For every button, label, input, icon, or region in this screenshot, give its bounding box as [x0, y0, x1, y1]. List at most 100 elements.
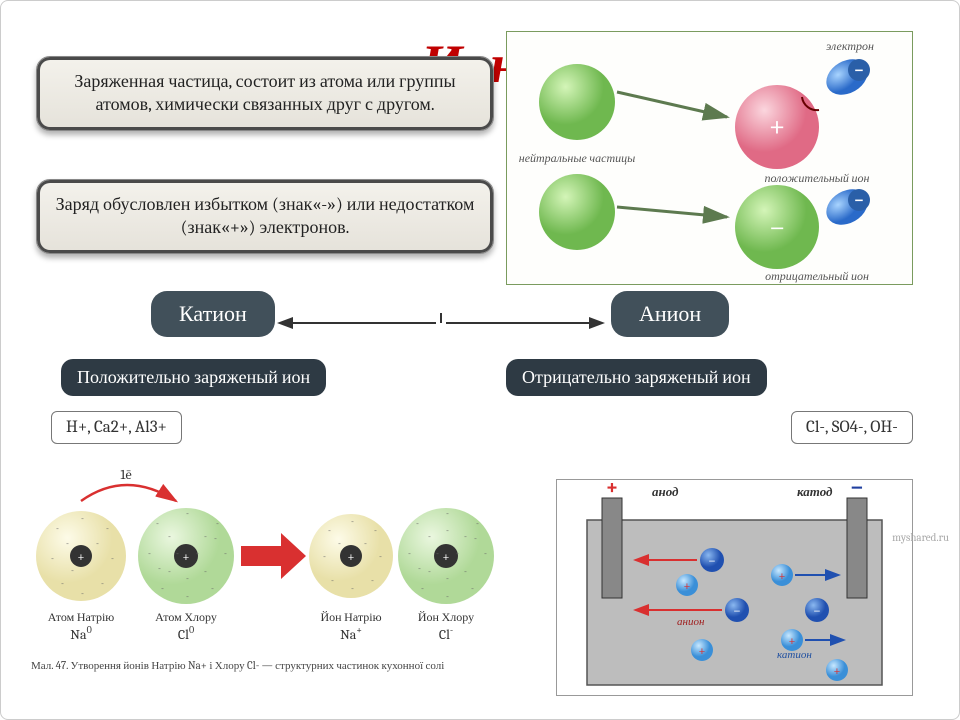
- svg-text:-: -: [456, 549, 459, 559]
- cation-examples: H+, Ca2+, Al3+: [51, 411, 182, 444]
- svg-text:-: -: [186, 592, 189, 602]
- svg-text:-: -: [71, 566, 74, 576]
- branch-connector: [271, 313, 611, 333]
- svg-text:-: -: [106, 524, 109, 534]
- svg-text:-: -: [111, 554, 114, 564]
- atom-cl0: + -----------------: [138, 508, 234, 604]
- svg-text:-: -: [379, 552, 382, 562]
- definition-box-1: Заряженная частица, состоит из атома или…: [36, 56, 494, 131]
- svg-text:-: -: [186, 509, 189, 519]
- svg-text:-: -: [446, 509, 449, 519]
- svg-text:Cl-: Cl-: [439, 624, 453, 643]
- svg-text:-: -: [161, 584, 164, 594]
- svg-text:-: -: [214, 534, 217, 544]
- anode-label: анод: [652, 485, 679, 500]
- svg-text:-: -: [66, 539, 69, 549]
- anion-description: Отрицательно заряженый ион: [506, 359, 767, 396]
- svg-text:Атом Натрію: Атом Натрію: [48, 610, 115, 624]
- svg-text:-: -: [464, 532, 467, 542]
- watermark: myshared.ru: [892, 531, 949, 544]
- svg-text:Cl0: Cl0: [178, 624, 194, 643]
- svg-text:-: -: [446, 574, 449, 584]
- svg-text:−: −: [854, 191, 863, 209]
- svg-text:−: −: [813, 602, 821, 619]
- svg-text:-: -: [446, 526, 449, 536]
- svg-text:-: -: [176, 549, 179, 559]
- svg-text:+: +: [347, 550, 354, 565]
- svg-text:-: -: [464, 567, 467, 577]
- svg-text:-: -: [418, 564, 421, 574]
- svg-text:+: +: [683, 579, 690, 594]
- electron-label: электрон: [826, 39, 874, 53]
- electrolysis-diagram: + анод − катод − − анион + + + + + − кат…: [556, 479, 913, 696]
- svg-text:−: −: [850, 480, 863, 500]
- electron-arc-label: 1ē: [120, 466, 131, 483]
- svg-text:-: -: [156, 519, 159, 529]
- svg-text:Йон Хлору: Йон Хлору: [418, 610, 474, 624]
- svg-text:-: -: [196, 549, 199, 559]
- svg-text:-: -: [338, 539, 341, 549]
- cation-description: Положительно заряженый ион: [61, 359, 326, 396]
- svg-text:-: -: [81, 589, 84, 599]
- anion-pill: Анион: [611, 291, 729, 337]
- svg-text:-: -: [168, 567, 171, 577]
- svg-text:-: -: [446, 592, 449, 602]
- svg-text:-: -: [168, 532, 171, 542]
- svg-text:-: -: [56, 524, 59, 534]
- neutral-label: нейтральные частицы: [519, 151, 636, 165]
- svg-text:Йон Натрію: Йон Натрію: [320, 610, 381, 624]
- svg-text:-: -: [331, 576, 334, 586]
- svg-text:-: -: [374, 526, 377, 536]
- electron-transfer-diagram: 1ē + ----------- + ----------------- + -…: [26, 461, 496, 691]
- anion-examples: Cl-, SO4-, OH-: [791, 411, 913, 444]
- svg-text:+: +: [605, 480, 618, 500]
- svg-text:Атом Хлору: Атом Хлору: [155, 610, 217, 624]
- ion-formation-diagram: нейтральные частицы + − электрон положит…: [506, 31, 913, 285]
- svg-text:-: -: [428, 532, 431, 542]
- svg-text:-: -: [351, 517, 354, 527]
- svg-text:Na+: Na+: [340, 624, 362, 643]
- svg-text:-: -: [474, 534, 477, 544]
- diagram-caption: Мал. 47. Утворення йонів Натрію Na+ і Хл…: [31, 659, 444, 672]
- cathode-label: катод: [797, 485, 833, 500]
- svg-text:+: +: [833, 664, 840, 679]
- svg-text:+: +: [182, 550, 189, 565]
- svg-text:-: -: [204, 567, 207, 577]
- svg-text:+: +: [77, 550, 84, 565]
- positive-ion-label: положительный ион: [764, 171, 869, 185]
- cation-pill: Катион: [151, 291, 275, 337]
- svg-text:-: -: [408, 549, 411, 559]
- cation-moving-label: катион: [777, 648, 812, 661]
- svg-text:+: +: [788, 634, 795, 649]
- svg-text:-: -: [428, 567, 431, 577]
- svg-text:-: -: [96, 539, 99, 549]
- negative-ion-label: отрицательный ион: [765, 269, 869, 283]
- svg-text:+: +: [442, 550, 449, 565]
- svg-text:-: -: [224, 549, 227, 559]
- svg-text:-: -: [216, 519, 219, 529]
- svg-text:-: -: [416, 519, 419, 529]
- svg-text:Na0: Na0: [70, 624, 91, 643]
- svg-text:-: -: [186, 574, 189, 584]
- svg-text:-: -: [51, 554, 54, 564]
- definition-box-2: Заряд обусловлен избытком (знак«-») или …: [36, 179, 494, 254]
- svg-text:-: -: [471, 584, 474, 594]
- svg-text:-: -: [81, 514, 84, 524]
- svg-text:-: -: [371, 576, 374, 586]
- svg-text:-: -: [484, 549, 487, 559]
- svg-text:−: −: [769, 210, 786, 245]
- svg-text:-: -: [101, 579, 104, 589]
- svg-text:-: -: [148, 549, 151, 559]
- ion-cl-minus: + ------------------: [398, 508, 494, 604]
- svg-text:-: -: [328, 526, 331, 536]
- svg-text:-: -: [158, 564, 161, 574]
- svg-text:-: -: [436, 549, 439, 559]
- svg-text:-: -: [364, 539, 367, 549]
- svg-text:+: +: [698, 644, 705, 659]
- svg-text:+: +: [778, 569, 785, 584]
- svg-text:-: -: [351, 584, 354, 594]
- svg-text:-: -: [204, 532, 207, 542]
- svg-text:-: -: [211, 584, 214, 594]
- anion-moving-label: анион: [677, 615, 705, 628]
- svg-text:-: -: [476, 519, 479, 529]
